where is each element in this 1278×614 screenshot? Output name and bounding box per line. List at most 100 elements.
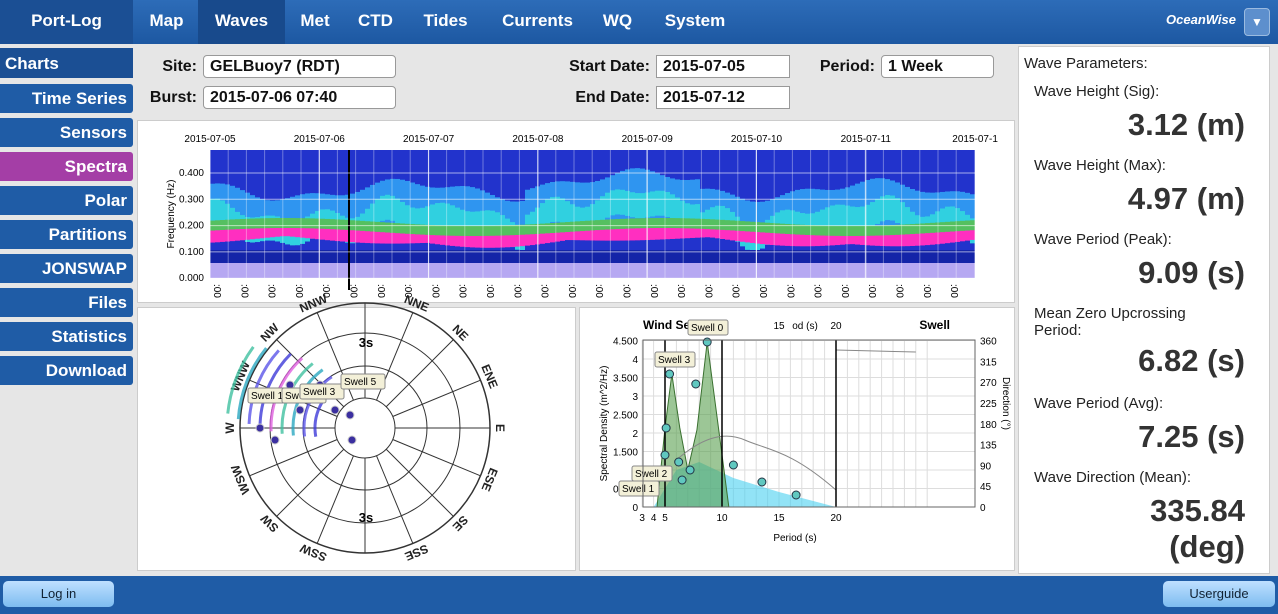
spectrogram-cell [660,228,665,240]
x-tick-label: 2015-07-07 [403,134,455,145]
swell-tag: Swell 1 [251,391,284,402]
spectrogram-cell [450,235,455,246]
spectrogram-cell [795,211,800,237]
spectrogram-cell [615,219,620,232]
spectrogram-cell [635,193,640,219]
spectrogram-cell [595,230,600,241]
spectrogram-cell [850,235,855,245]
nav-tab[interactable]: System [664,11,726,30]
date-input[interactable]: 2015-07-12 [656,86,790,109]
nav-tab[interactable]: Met [300,11,330,30]
spectrogram-cell [360,220,365,233]
spectrogram-cell [295,218,300,231]
spectrogram-cell [255,228,260,239]
spectrogram-cell [660,218,665,231]
sidebar-item[interactable]: Statistics [0,322,133,351]
direction-label: SSW [297,541,328,565]
sidebar-item[interactable]: Polar [0,186,133,215]
parameters-title: Wave Parameters: [1024,55,1148,72]
spectrogram-cell [265,228,270,238]
spectrogram-cell [740,221,745,234]
y-tick-label: 2 [632,429,638,440]
spectrogram-cell [420,207,425,233]
spectrogram-cell [965,192,970,232]
spectrogram-cell [245,192,250,232]
select[interactable]: GELBuoy7 (RDT) [203,55,396,78]
sidebar-item[interactable]: Time Series [0,84,133,113]
spectrogram-cell [405,233,410,244]
spectrogram-cell [800,189,805,232]
spectrogram-cell [615,189,620,215]
login-button[interactable]: Log in [3,581,114,607]
spectrogram-cell [950,206,955,232]
spectrogram-cell [250,218,255,231]
spectrogram-cell [240,228,245,241]
spectrogram-cell [955,231,960,242]
sidebar-item[interactable]: Download [0,356,133,385]
spectrogram-cell [625,228,630,241]
sidebar-item[interactable]: Partitions [0,220,133,249]
spectrogram-cell [415,184,420,232]
spectrogram-cell [395,198,400,224]
spectrogram-cell [970,220,975,233]
sidebar-item[interactable]: JONSWAP [0,254,133,283]
spectrogram-cell [525,189,530,232]
spectrogram-cell [650,191,655,217]
spectrogram-cell [410,234,415,244]
nav-tab[interactable]: WQ [602,11,633,30]
spectrogram-cell [545,223,550,236]
spectrogram-cell [375,198,380,224]
spectrogram-cell [235,187,240,232]
brand[interactable]: Port-Log [0,0,133,44]
spectrogram-cell [400,233,405,244]
spectrogram-cell [410,224,415,237]
spectrogram-cell [845,235,850,245]
userguide-button[interactable]: Userguide [1163,581,1275,607]
spectrogram-cell [890,225,895,238]
x-tick-label: 3 [639,513,645,524]
spectrogram-cell [895,198,900,224]
direction-label: E [493,424,507,432]
nav-tab[interactable]: Waves [198,0,285,44]
spectrogram-cell [930,192,935,232]
spectrum-point [660,450,670,460]
time-tick-label: :00 [593,284,604,298]
select[interactable]: 1 Week [881,55,994,78]
spectrogram-cell [925,192,930,232]
spectrogram-cell [475,225,480,238]
spectrogram-cell [335,229,340,242]
sidebar-item[interactable]: Sensors [0,118,133,147]
x-tick-label: 2015-07-05 [184,134,236,145]
spectrogram-cell [810,235,815,247]
sidebar-header[interactable]: Charts [0,48,133,78]
select[interactable]: 2015-07-06 07:40 [203,86,396,109]
nav-tab[interactable]: CTD [358,11,393,30]
spectrogram-cell [705,229,710,238]
spectrogram-cell [765,232,770,245]
spectrogram-cell [470,211,475,237]
spectrogram-cell [815,189,820,232]
section-title: Wind Sea [643,318,697,332]
spectrogram-cell [760,222,765,235]
spectrogram-cell [735,230,740,242]
spectrogram-cell [750,231,755,244]
spectrogram-cell [495,225,500,238]
spectrogram-cell [565,232,570,241]
nav-tab[interactable]: Currents [502,11,573,30]
x-tick-label: 2015-07-09 [622,134,674,145]
spectrogram-cell [870,202,875,228]
spectrogram-cell [695,204,700,230]
date-input[interactable]: 2015-07-05 [656,55,790,78]
sidebar-item[interactable]: Files [0,288,133,317]
parameter-value: 4.97 (m) [1127,181,1245,216]
sidebar-item[interactable]: Spectra [0,152,133,181]
spectrogram-cell [585,206,590,232]
nav-tab[interactable]: Tides [423,11,468,30]
time-tick-label: :00 [702,284,713,298]
y2-axis-label: Direction (°) [1000,377,1011,430]
spectrogram-cell [550,223,555,236]
menu-button[interactable]: ▼ [1244,8,1270,36]
spectrogram-cell [425,234,430,243]
y-tick-label: 0 [632,503,638,514]
nav-tab[interactable]: Map [149,11,184,30]
